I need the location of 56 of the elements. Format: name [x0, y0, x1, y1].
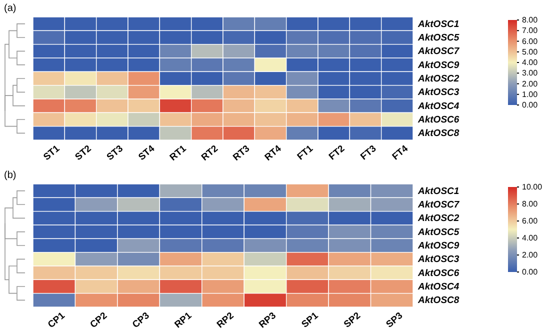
color-bar-label: 0.00 [522, 100, 538, 110]
x-tick-label: FT4 [390, 142, 411, 163]
y-tick-label: AktOSC6 [417, 114, 460, 126]
chart-title: (a) [4, 3, 16, 14]
color-bar-label: 2.00 [522, 250, 538, 260]
x-tick-label: RP3 [257, 310, 278, 331]
y-tick-label: AktOSC8 [417, 295, 460, 306]
x-tick-label: SP2 [342, 310, 363, 330]
y-tick-label: AktOSC3 [417, 254, 460, 266]
color-bar-label: 8.00 [522, 16, 538, 25]
x-tick-label: SP3 [384, 310, 406, 330]
x-tick-label: RP1 [172, 310, 194, 331]
y-tick-label: AktOSC7 [417, 200, 460, 211]
color-bar-label: 6.00 [522, 216, 538, 226]
y-tick-label: AktOSC4 [417, 282, 460, 293]
color-bar-label: 7.00 [522, 26, 538, 36]
x-tick-label: RT1 [168, 142, 190, 164]
x-tick-label: ST4 [136, 142, 158, 163]
color-bar-label: 10.00 [522, 182, 543, 192]
x-tick-label: ST3 [104, 143, 126, 163]
chart-title: (b) [4, 170, 16, 181]
y-tick-label: AktOSC5 [417, 32, 460, 44]
y-tick-label: AktOSC2 [417, 213, 460, 224]
y-tick-label: AktOSC9 [417, 240, 460, 252]
color-bar-label: 3.00 [522, 68, 538, 78]
x-tick-label: SP1 [300, 310, 322, 330]
y-tick-label: AktOSC3 [417, 87, 460, 98]
color-bar-label: 2.00 [522, 79, 538, 88]
x-tick-label: RP2 [214, 310, 236, 331]
x-tick-label: RT4 [262, 142, 284, 164]
x-tick-label: ST2 [73, 143, 94, 163]
color-bar-label: 8.00 [522, 200, 538, 209]
x-tick-label: RT2 [200, 143, 220, 164]
color-bar-label: 1.00 [522, 90, 538, 99]
y-tick-label: AktOSC4 [417, 100, 460, 112]
x-tick-label: FT3 [358, 143, 379, 163]
color-bar-label: 5.00 [522, 47, 538, 56]
y-tick-label: AktOSC9 [417, 60, 460, 71]
y-tick-label: AktOSC1 [417, 18, 460, 30]
color-bar-label: 6.00 [522, 36, 538, 46]
y-tick-label: AktOSC6 [417, 268, 460, 279]
y-tick-label: AktOSC8 [417, 128, 460, 140]
x-tick-label: CP1 [46, 310, 68, 331]
y-tick-label: AktOSC7 [417, 46, 460, 58]
y-tick-label: AktOSC5 [417, 226, 460, 238]
color-bar-label: 0.00 [522, 268, 538, 277]
y-tick-label: AktOSC1 [417, 186, 460, 197]
x-tick-label: CP2 [88, 310, 110, 331]
x-tick-label: FT2 [326, 143, 347, 163]
y-tick-label: AktOSC2 [417, 74, 460, 85]
x-tick-label: CP3 [130, 310, 152, 331]
x-tick-label: RT3 [231, 143, 252, 164]
color-bar-label: 4.00 [522, 58, 538, 68]
x-tick-label: FT1 [295, 142, 316, 163]
x-tick-label: ST1 [42, 142, 63, 163]
color-bar-label: 4.00 [522, 234, 538, 243]
